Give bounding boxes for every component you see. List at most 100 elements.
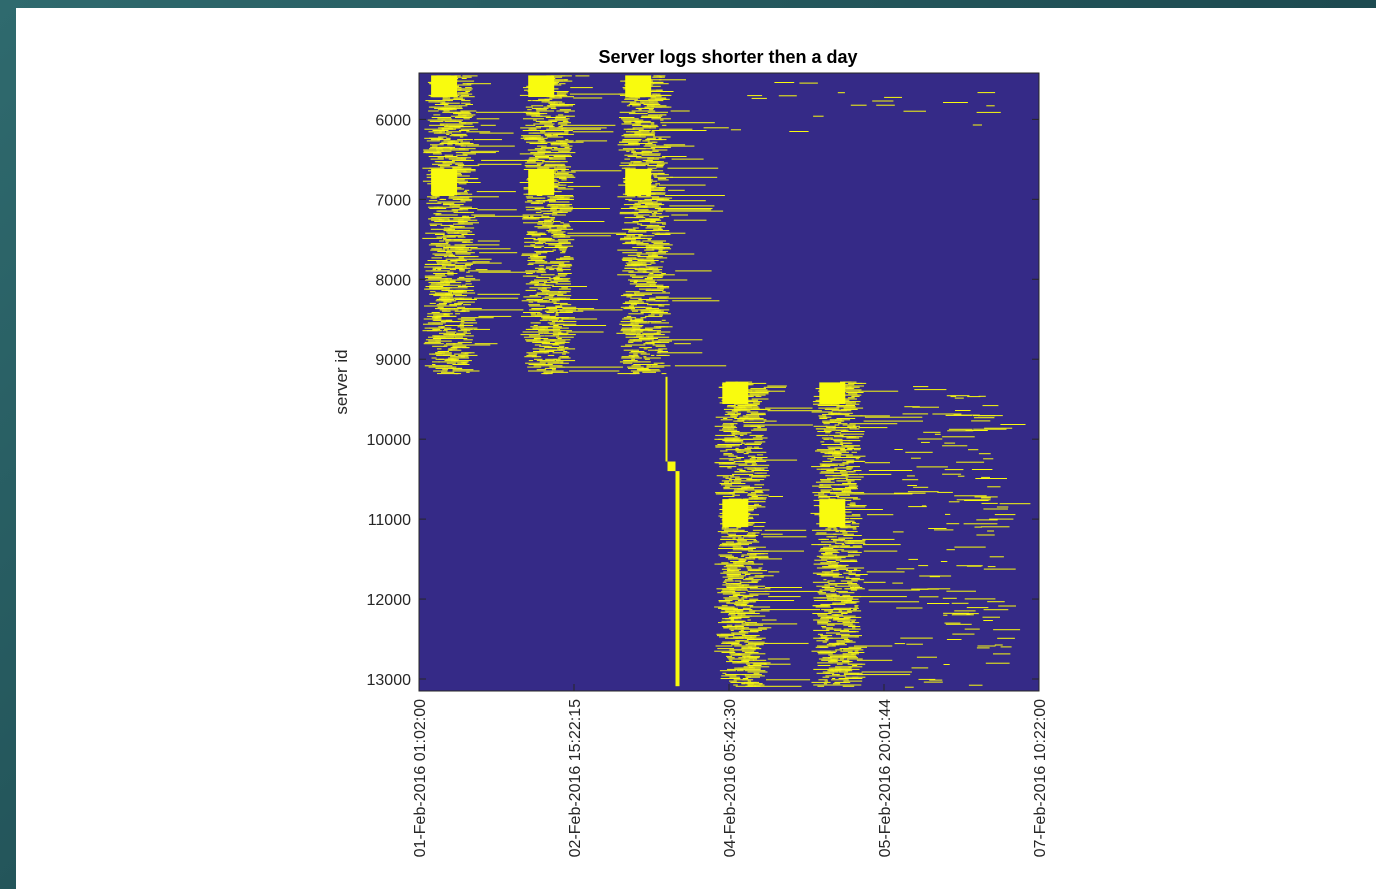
heatmap-cell xyxy=(653,228,662,230)
heatmap-cell xyxy=(652,174,669,176)
heatmap-cell xyxy=(633,361,651,363)
heatmap-cell xyxy=(646,257,662,259)
heatmap-cell xyxy=(463,171,471,173)
heatmap-cell xyxy=(737,419,754,421)
heatmap-cell xyxy=(811,466,831,468)
heatmap-cell xyxy=(456,159,473,161)
heatmap-cell xyxy=(555,115,575,117)
heatmap-cell xyxy=(466,271,470,273)
heatmap-cell xyxy=(821,437,833,439)
heatmap-cell xyxy=(831,412,840,414)
heatmap-cell xyxy=(839,464,845,466)
heatmap-cell xyxy=(754,685,802,687)
heatmap-cell xyxy=(549,201,570,203)
heatmap-cell xyxy=(455,373,462,375)
heatmap-cell xyxy=(554,245,574,247)
heatmap-cell xyxy=(564,146,570,148)
heatmap-cell xyxy=(537,150,551,152)
heatmap-cell xyxy=(671,214,688,216)
heatmap-cell xyxy=(733,420,737,422)
heatmap-cell xyxy=(634,321,648,323)
heatmap-block xyxy=(819,382,846,404)
heatmap-cell xyxy=(830,459,843,461)
heatmap-block xyxy=(625,75,652,97)
heatmap-cell xyxy=(555,175,574,177)
heatmap-cell xyxy=(559,345,565,347)
heatmap-cell xyxy=(830,421,835,423)
heatmap-cell xyxy=(727,412,736,414)
heatmap-cell xyxy=(463,118,470,120)
heatmap-cell xyxy=(432,195,446,196)
heatmap-cell xyxy=(727,568,741,570)
heatmap-cell xyxy=(838,484,857,486)
heatmap-cell xyxy=(833,614,843,616)
heatmap-cell xyxy=(735,477,753,479)
heatmap-cell xyxy=(635,110,642,112)
heatmap-cell xyxy=(425,100,440,102)
heatmap-cell xyxy=(846,468,852,470)
heatmap-cell xyxy=(449,107,463,109)
heatmap-cell xyxy=(656,253,695,255)
heatmap-cell xyxy=(634,280,655,282)
heatmap-cell xyxy=(434,292,453,294)
heatmap-cell xyxy=(715,446,732,448)
heatmap-cell xyxy=(437,157,444,159)
heatmap-cell xyxy=(432,253,453,255)
heatmap-cell xyxy=(732,592,746,594)
heatmap-cell xyxy=(527,232,543,234)
heatmap-cell xyxy=(821,626,827,627)
heatmap-cell xyxy=(840,511,852,513)
heatmap-cell xyxy=(547,135,552,137)
heatmap-cell xyxy=(545,243,565,245)
heatmap-cell xyxy=(726,587,745,588)
heatmap-cell xyxy=(989,556,1004,558)
heatmap-cell xyxy=(465,283,472,285)
heatmap-cell xyxy=(560,304,572,306)
heatmap-cell xyxy=(838,671,849,673)
heatmap-cell xyxy=(573,97,603,99)
heatmap-cell xyxy=(948,428,973,430)
heatmap-cell xyxy=(831,488,838,490)
heatmap-cell xyxy=(820,603,836,605)
heatmap-cell xyxy=(425,288,442,290)
heatmap-cell xyxy=(461,169,476,170)
heatmap-cell xyxy=(561,127,607,129)
heatmap-cell xyxy=(981,502,998,504)
heatmap-cell xyxy=(824,665,828,666)
heatmap-cell xyxy=(726,585,744,587)
heatmap-cell xyxy=(742,607,751,609)
heatmap-cell xyxy=(722,440,737,442)
heatmap-cell xyxy=(843,674,863,676)
heatmap-cell xyxy=(921,441,930,443)
heatmap-cell xyxy=(452,198,473,200)
heatmap-cell xyxy=(453,135,461,137)
heatmap-cell xyxy=(734,562,755,564)
heatmap-cell xyxy=(441,128,456,130)
heatmap-cell xyxy=(818,415,827,417)
heatmap-cell xyxy=(560,235,611,237)
heatmap-cell xyxy=(460,94,469,96)
heatmap-cell xyxy=(435,218,450,220)
heatmap-cell xyxy=(868,470,913,471)
heatmap-cell xyxy=(957,475,965,477)
heatmap-cell xyxy=(832,683,841,685)
heatmap-cell xyxy=(645,299,656,300)
heatmap-cell xyxy=(894,449,903,450)
heatmap-cell xyxy=(459,227,475,229)
heatmap-cell xyxy=(446,335,456,337)
heatmap-cell xyxy=(448,196,466,198)
heatmap-cell xyxy=(621,140,641,142)
heatmap-cell xyxy=(459,269,465,271)
heatmap-cell xyxy=(555,314,559,316)
heatmap-cell xyxy=(446,131,462,133)
heatmap-cell xyxy=(821,587,835,588)
heatmap-cell xyxy=(636,157,654,159)
heatmap-cell xyxy=(996,506,1009,508)
heatmap-cell xyxy=(743,579,762,581)
heatmap-cell xyxy=(746,382,767,384)
heatmap-cell xyxy=(564,79,568,81)
heatmap-cell xyxy=(919,575,952,577)
heatmap-cell xyxy=(732,546,744,548)
heatmap-cell xyxy=(526,352,547,354)
heatmap-cell xyxy=(842,609,847,611)
